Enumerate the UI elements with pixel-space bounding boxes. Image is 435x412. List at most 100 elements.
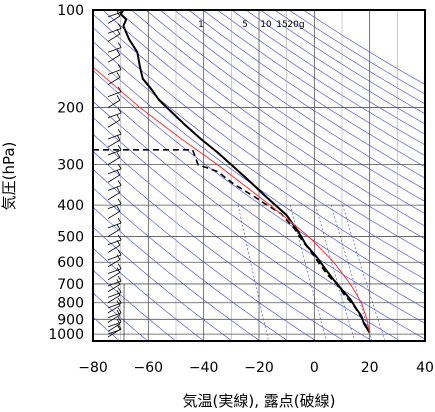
- parcel-line: [93, 66, 371, 333]
- wind-barb-flag: [116, 318, 121, 325]
- series-lines: [93, 10, 371, 334]
- wind-barb-flag: [117, 23, 122, 29]
- dry-adiabat-line: [231, 10, 425, 135]
- x-axis-title: 気温(実線), 露点(破線): [183, 392, 336, 410]
- y-tick-label: 100: [57, 3, 84, 19]
- wind-barb: [107, 314, 121, 323]
- wind-barb-flag: [116, 95, 121, 101]
- x-tick-label: −40: [189, 360, 219, 376]
- dry-adiabat-line: [188, 10, 425, 168]
- wind-barb: [107, 112, 122, 119]
- wind-barb-flag: [116, 324, 121, 330]
- wind-barb-flag: [117, 42, 122, 48]
- dry-adiabat-line: [145, 10, 425, 202]
- dry-adiabat-line: [174, 10, 425, 179]
- wind-barb-flag: [117, 316, 122, 323]
- dry-adiabat-line: [93, 41, 425, 280]
- dry-adiabat-line: [102, 10, 425, 240]
- wind-barb: [107, 323, 121, 332]
- dry-adiabat-line: [93, 150, 345, 341]
- wind-barb: [107, 210, 121, 219]
- wind-barb: [107, 239, 122, 246]
- wind-barb: [107, 91, 122, 97]
- guide-lines: [93, 10, 425, 341]
- wind-barb: [107, 259, 121, 268]
- wind-barb-flag: [119, 10, 122, 13]
- dry-adiabat-line: [202, 10, 425, 156]
- wind-barb-flag: [117, 324, 122, 330]
- y-tick-label: 900: [57, 312, 84, 328]
- plot-frame: [92, 9, 426, 342]
- wind-barb-flag: [116, 267, 121, 273]
- wind-barb: [107, 174, 121, 183]
- wind-barb-flag: [116, 134, 121, 141]
- wind-barb-flag: [117, 307, 122, 314]
- grid-lines: [92, 9, 426, 341]
- wind-barb-flag: [116, 10, 121, 17]
- y-tick-label: 400: [57, 198, 84, 214]
- wind-barb-flag: [117, 198, 122, 205]
- wind-barb: [107, 280, 122, 287]
- wind-barb-flag: [117, 275, 122, 282]
- wind-barb: [107, 295, 121, 304]
- wind-barb-flag: [117, 217, 122, 224]
- dry-adiabat-line: [159, 10, 425, 190]
- dry-adiabat-line: [116, 10, 425, 227]
- wind-barb: [107, 228, 121, 237]
- wind-barb: [107, 305, 121, 314]
- wind-barb: [107, 33, 121, 42]
- x-tick-labels: −80 −60 −40 −20 0 20 40: [78, 360, 434, 376]
- wind-barb-flag: [116, 206, 121, 212]
- dry-adiabat-line: [93, 269, 176, 341]
- dry-adiabat-line: [93, 55, 425, 294]
- x-tick-label: 40: [416, 360, 434, 376]
- dry-adiabat-line: [93, 133, 373, 341]
- wind-barb: [107, 292, 122, 298]
- dry-adiabat-line: [93, 100, 425, 340]
- y-tick-label: 1000: [48, 327, 84, 343]
- wind-barb: [107, 15, 121, 24]
- dry-adiabat-line: [217, 10, 425, 146]
- mixing-ratio-line: [290, 205, 327, 341]
- wind-barb: [107, 149, 122, 156]
- dry-adiabat-line: [93, 206, 261, 341]
- wind-barb: [107, 185, 122, 191]
- mixing-ratio-label: 5: [242, 20, 248, 30]
- dry-adiabat-line: [288, 10, 425, 95]
- dewpoint-line: [93, 149, 371, 333]
- wind-barb: [107, 11, 122, 18]
- dry-adiabat-line: [303, 10, 425, 85]
- wind-barb: [107, 28, 122, 34]
- mixing-ratio-labels: 1 5 10 15 20g: [198, 20, 304, 30]
- dry-adiabat-line: [93, 13, 425, 253]
- mixing-ratio-line: [315, 205, 355, 341]
- wind-barb: [107, 192, 121, 201]
- wind-barb: [107, 268, 122, 274]
- wind-barb-flag: [116, 300, 121, 306]
- wind-barb: [107, 133, 122, 140]
- x-tick-label: −60: [134, 360, 164, 376]
- y-axis-title: 気圧(hPa): [0, 142, 18, 211]
- dry-adiabat-line: [93, 316, 120, 341]
- dry-adiabat-line: [93, 70, 425, 309]
- wind-barb: [107, 47, 122, 53]
- wind-barb-flag: [116, 152, 121, 158]
- wind-barb-flag: [116, 114, 121, 121]
- temperature-line: [119, 10, 371, 334]
- wind-barb-flag: [116, 309, 121, 316]
- y-tick-label: 700: [57, 277, 84, 293]
- y-tick-label: 500: [57, 230, 84, 246]
- wind-barb-flag: [116, 239, 121, 246]
- dry-adiabat-line: [93, 187, 289, 341]
- wind-barb-flag: [117, 287, 122, 293]
- wind-barb: [107, 329, 121, 338]
- wind-barb: [107, 272, 121, 281]
- wind-barb: [107, 244, 121, 253]
- wind-barb: [107, 222, 122, 229]
- wind-barb: [107, 168, 122, 175]
- wind-barb-flag: [117, 86, 122, 93]
- y-tick-label: 300: [57, 158, 84, 174]
- wind-barb: [108, 10, 109, 11]
- mixing-ratio-line: [237, 205, 269, 341]
